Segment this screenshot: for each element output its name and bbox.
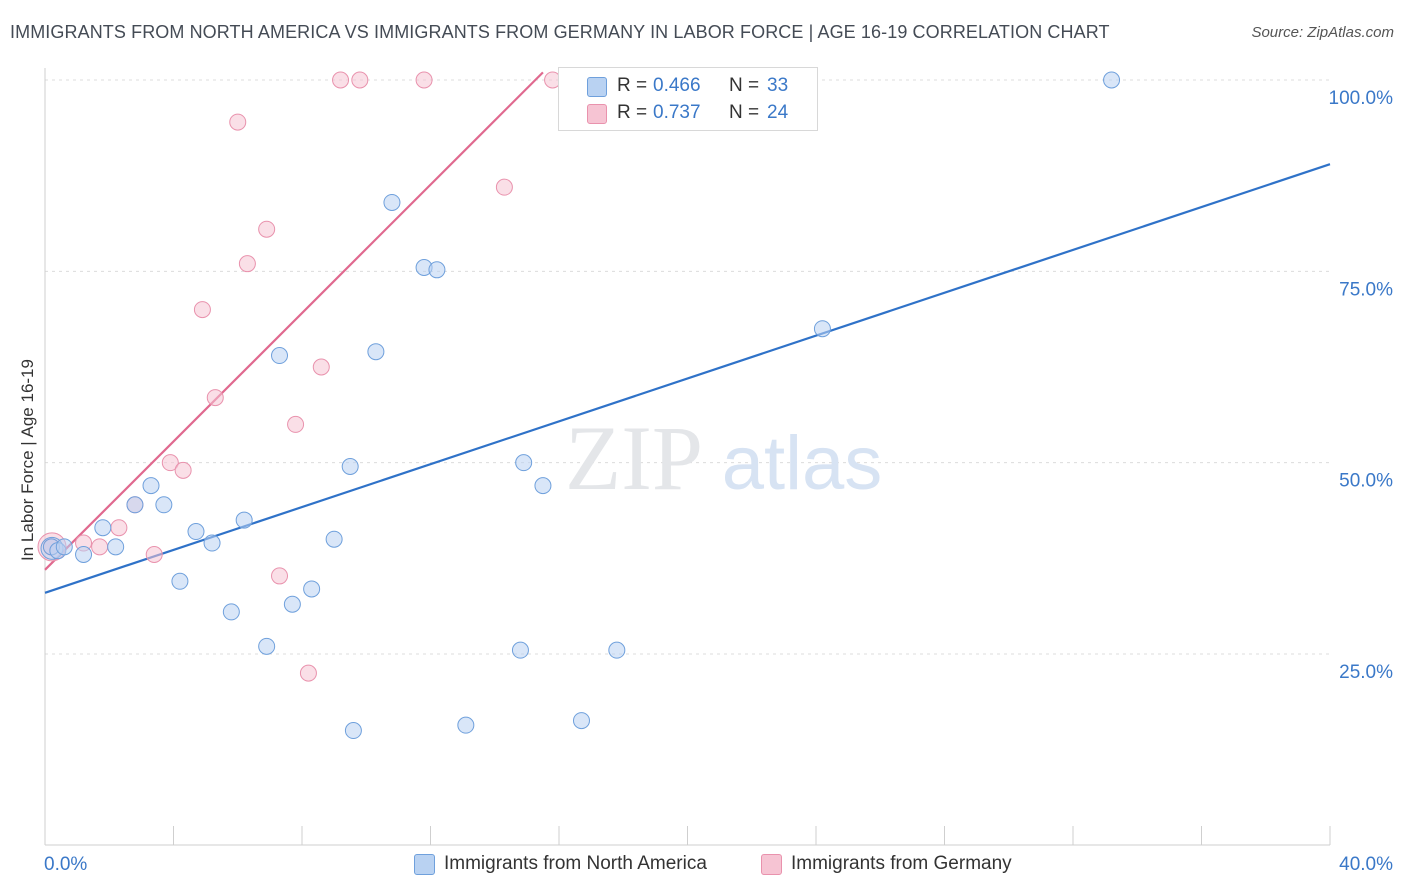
point-north-america	[126, 496, 144, 514]
r-value-germany: 0.737	[653, 102, 701, 123]
point-germany	[161, 454, 179, 472]
point-north-america	[271, 347, 289, 365]
point-germany	[206, 389, 224, 407]
n-label: N =	[729, 75, 760, 96]
point-north-america	[187, 523, 205, 541]
point-north-america	[341, 457, 359, 475]
point-germany	[238, 255, 256, 273]
point-germany	[145, 546, 163, 564]
point-germany	[258, 220, 276, 238]
point-north-america	[155, 496, 173, 514]
point-germany	[229, 113, 247, 131]
n-value-north-america: 33	[767, 75, 789, 96]
point-germany	[351, 71, 369, 89]
chart-title: IMMIGRANTS FROM NORTH AMERICA VS IMMIGRA…	[10, 22, 1110, 42]
point-north-america	[457, 716, 475, 734]
point-north-america	[55, 538, 73, 556]
point-north-america	[258, 637, 276, 655]
point-north-america	[325, 530, 343, 548]
series-legend: Immigrants from North America Immigrants…	[0, 852, 1406, 878]
legend-label-north-america: Immigrants from North America	[444, 853, 707, 874]
point-germany	[110, 519, 128, 537]
point-north-america	[94, 519, 112, 537]
gridlines	[45, 79, 1330, 655]
point-germany	[332, 71, 350, 89]
point-north-america	[303, 580, 321, 598]
tick-labels: 25.0% 50.0% 75.0% 100.0% 0.0% 40.0%	[44, 88, 1393, 875]
trend-line-north-america	[44, 163, 1331, 594]
point-north-america	[142, 477, 160, 495]
correlation-legend: R = 0.466 N = 33 R = 0.737 N = 24	[558, 67, 818, 131]
point-germany	[193, 301, 211, 319]
point-germany	[287, 415, 305, 433]
point-north-america	[235, 511, 253, 529]
trend-lines	[44, 71, 1331, 594]
data-points	[37, 71, 1121, 740]
point-north-america	[534, 477, 552, 495]
watermark-atlas: atlas	[722, 421, 883, 506]
point-north-america	[171, 572, 189, 590]
y-tick-label: 50.0%	[1339, 471, 1393, 492]
point-germany	[91, 538, 109, 556]
watermark-zip: ZIP	[565, 407, 703, 509]
point-north-america	[107, 538, 125, 556]
point-north-america	[283, 595, 301, 613]
point-north-america	[383, 193, 401, 211]
legend-swatch-germany	[587, 104, 607, 124]
legend-label-germany: Immigrants from Germany	[791, 853, 1012, 874]
point-germany	[174, 461, 192, 479]
point-north-america	[515, 454, 533, 472]
point-north-america	[428, 261, 446, 279]
y-tick-label: 75.0%	[1339, 279, 1393, 300]
point-germany	[312, 358, 330, 376]
point-north-america	[511, 641, 529, 659]
n-value-germany: 24	[767, 102, 789, 123]
y-tick-label: 25.0%	[1339, 662, 1393, 683]
point-north-america	[572, 712, 590, 730]
point-north-america	[1103, 71, 1121, 89]
x-tick-label: 40.0%	[1339, 854, 1393, 875]
point-north-america	[367, 343, 385, 361]
point-germany	[271, 567, 289, 585]
source-credit: Source: ZipAtlas.com	[1251, 24, 1394, 41]
y-axis-title: In Labor Force | Age 16-19	[18, 359, 37, 561]
x-tick-label: 0.0%	[44, 854, 87, 875]
r-label: R =	[617, 102, 648, 123]
r-label: R =	[617, 75, 648, 96]
legend-swatch-north-america	[414, 854, 435, 875]
legend-swatch-north-america	[587, 77, 607, 97]
point-germany	[415, 71, 433, 89]
point-north-america	[813, 320, 831, 338]
legend-swatch-germany	[761, 854, 782, 875]
point-north-america	[344, 722, 362, 740]
point-north-america	[203, 534, 221, 552]
trend-line-germany	[44, 71, 544, 571]
point-north-america	[75, 546, 93, 564]
axes	[44, 68, 1331, 846]
y-tick-label: 100.0%	[1329, 88, 1394, 109]
point-north-america	[608, 641, 626, 659]
r-value-north-america: 0.466	[653, 75, 701, 96]
point-germany	[495, 178, 513, 196]
n-label: N =	[729, 102, 760, 123]
point-germany	[299, 664, 317, 682]
point-north-america	[222, 603, 240, 621]
